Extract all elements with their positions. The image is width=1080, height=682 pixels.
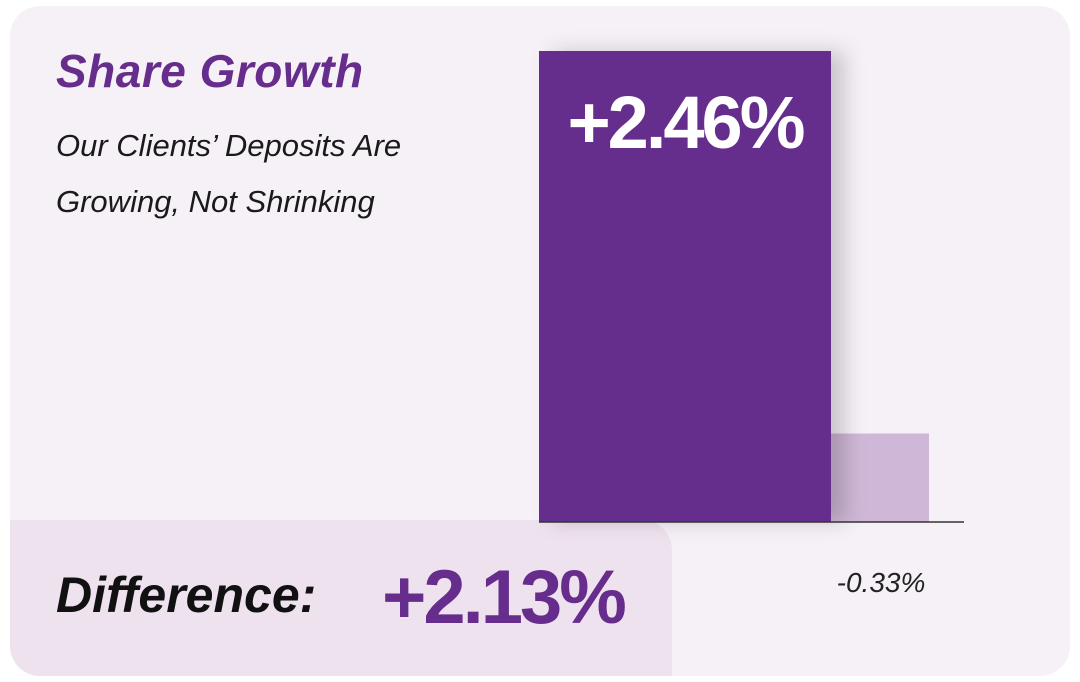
bar-chart: +2.46% -0.33% <box>539 51 964 598</box>
difference-value: +2.13% <box>382 555 627 640</box>
bar-secondary <box>831 433 929 522</box>
bar-primary <box>539 51 831 522</box>
chart-title: Share Growth <box>56 45 364 97</box>
bar-secondary-value-label: -0.33% <box>837 567 926 598</box>
bar-primary-value-label: +2.46% <box>567 81 803 164</box>
chart-subtitle: Our Clients’ Deposits Are Growing, Not S… <box>56 128 402 219</box>
difference-panel <box>10 520 672 676</box>
difference-label: Difference: <box>56 567 317 623</box>
chart-card: Share Growth Our Clients’ Deposits Are G… <box>10 6 1070 676</box>
